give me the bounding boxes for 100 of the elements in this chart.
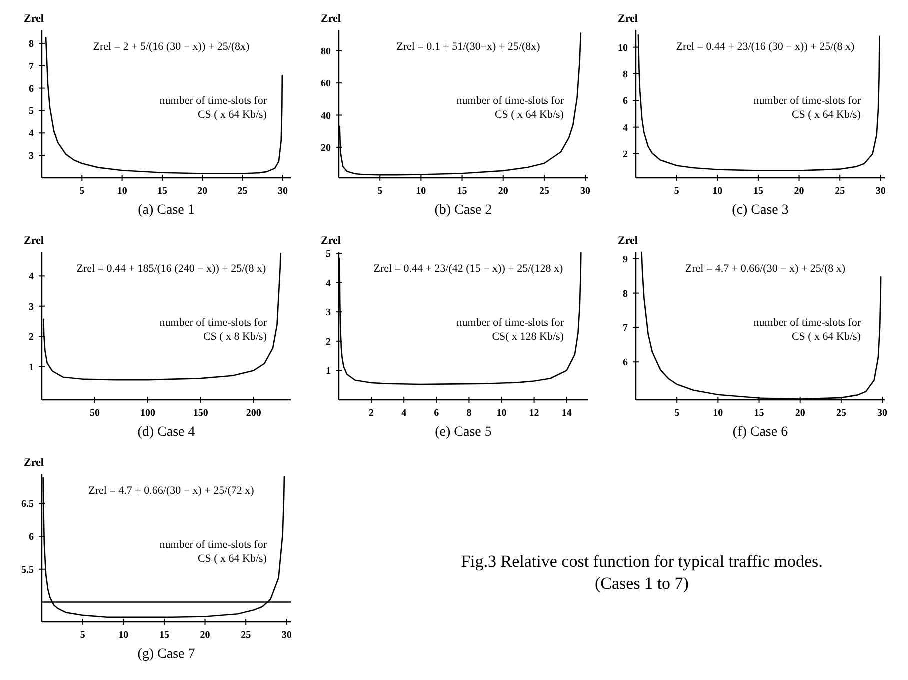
x-tick-label: 30 [282,630,292,641]
x-tick-label: 4 [402,408,407,419]
x-axis-title: number of time-slots for CS ( x 8 Kb/s) [160,317,268,343]
y-axis-title: Zrel [321,13,341,25]
y-tick-label: 2 [326,336,331,348]
y-tick-label: 2 [623,150,628,160]
text: (d) Case 4 [138,425,196,440]
x-axis-title: number of time-slots for CS ( x 64 Kb/s) [160,539,268,565]
x-tick-label: 10 [416,186,426,197]
x-tick-label: 15 [753,186,764,197]
x-tick-label: 25 [835,186,846,197]
x-tick-label: 5 [80,630,86,641]
y-axis-title: Zrel [24,235,44,247]
text: (e) Case 5 [435,425,492,440]
y-axis-title: Zrel [24,457,44,469]
x-tick-label: 30 [876,186,886,197]
x-tick-label: 100 [140,408,156,419]
y-tick-label: 6 [623,96,628,108]
x-axis-title: number of time-slots for CS ( x 64 Kb/s) [456,95,564,121]
y-tick-label: 4 [29,272,34,283]
y-tick-label: 10 [618,42,628,54]
x-tick-label: 25 [238,186,248,197]
x-tick-label: 25 [539,186,550,197]
y-tick-label: 3 [326,308,331,319]
text: (c) Case 3 [732,203,789,218]
text: (a) Case 1 [138,203,195,218]
y-tick-label: 4 [29,128,34,140]
y-tick-label: 60 [321,78,331,90]
y-tick-label: 5 [29,106,34,118]
x-tick-label: 10 [712,186,723,197]
x-tick-label: 5 [674,186,680,197]
x-tick-label: 30 [278,186,288,197]
x-tick-label: 10 [118,630,129,641]
x-tick-label: 30 [580,186,591,197]
x-tick-label: 5 [378,186,383,197]
annotation: Zrel = 4.7 + 0.66/(30 − x) + 25/(72 x) [88,485,255,497]
x-tick-label: 12 [529,408,540,419]
y-tick-label: 8 [623,288,628,300]
annotation: Zrel = 0.44 + 23/(42 (15 − x)) + 25/(128 x) [374,263,564,275]
x-tick-label: 20 [498,186,508,197]
x-tick-label: 150 [193,408,208,419]
y-tick-label: 1 [29,362,34,374]
y-tick-label: 20 [321,142,331,154]
annotation: Zrel = 4.7 + 0.66/(30 − x) + 25/(8 x) [685,263,846,275]
x-tick-label: 5 [674,408,680,419]
y-axis-title: Zrel [618,235,638,247]
y-tick-label: 1 [326,366,331,378]
y-axis-title: Zrel [24,13,44,25]
text: (g) Case 7 [138,647,196,662]
y-tick-label: 9 [623,254,628,266]
x-tick-label: 200 [246,408,262,419]
y-tick-label: 3 [29,151,34,162]
annotation: Zrel = 0.44 + 23/(16 (30 − x)) + 25/(8 x) [676,41,856,53]
y-tick-label: 6 [623,358,628,369]
x-tick-label: 15 [754,408,764,419]
y-tick-label: 4 [326,278,331,290]
text: (b) Case 2 [434,203,492,218]
x-tick-label: 10 [117,186,128,197]
x-tick-label: 10 [713,408,724,419]
x-tick-label: 25 [241,630,252,641]
x-tick-label: 15 [457,186,468,197]
x-tick-label: 15 [159,630,170,641]
y-tick-label: 5.5 [22,564,34,576]
y-tick-label: 80 [321,46,331,58]
y-tick-label: 8 [623,70,628,80]
x-tick-label: 25 [836,408,846,419]
y-tick-label: 4 [623,122,628,134]
y-tick-label: 3 [29,302,34,313]
text: Fig.3 Relative cost function for typical traffic modes. [461,552,823,571]
y-tick-label: 5 [326,248,331,260]
annotation: Zrel = 0.1 + 51/(30−x) + 25/(8x) [396,41,541,53]
y-tick-label: 6 [29,532,34,543]
x-tick-label: 14 [562,408,572,419]
text: (f) Case 6 [732,425,788,440]
x-tick-label: 15 [157,186,168,197]
x-tick-label: 50 [90,408,100,419]
x-axis-title: number of time-slots for CS ( x 64 Kb/s) [754,95,862,121]
x-axis-title: number of time-slots for CS( x 128 Kb/s) [456,317,564,343]
x-tick-label: 5 [80,186,85,197]
annotation: Zrel = 0.44 + 185/(16 (240 − x)) + 25/(8 x) [76,263,267,275]
x-tick-label: 10 [496,408,507,419]
x-tick-label: 20 [794,186,804,197]
y-tick-label: 8 [29,38,34,50]
y-tick-label: 6 [29,84,34,95]
x-tick-label: 2 [369,408,374,419]
y-axis-title: Zrel [321,235,341,247]
x-axis-title: number of time-slots for CS ( x 64 Kb/s) [160,95,268,121]
x-tick-label: 20 [795,408,806,419]
x-tick-label: 8 [466,408,472,419]
y-tick-label: 40 [321,110,331,122]
x-tick-label: 30 [878,408,888,419]
text: (Cases 1 to 7) [595,574,689,593]
x-tick-label: 6 [434,408,440,419]
y-tick-label: 6.5 [22,499,34,510]
x-axis-title: number of time-slots for CS ( x 64 Kb/s) [754,317,862,343]
y-axis-title: Zrel [618,13,638,25]
annotation: Zrel = 2 + 5/(16 (30 − x)) + 25/(8x) [93,41,250,53]
y-tick-label: 2 [29,332,34,344]
x-tick-label: 20 [198,186,208,197]
x-tick-label: 20 [200,630,210,641]
